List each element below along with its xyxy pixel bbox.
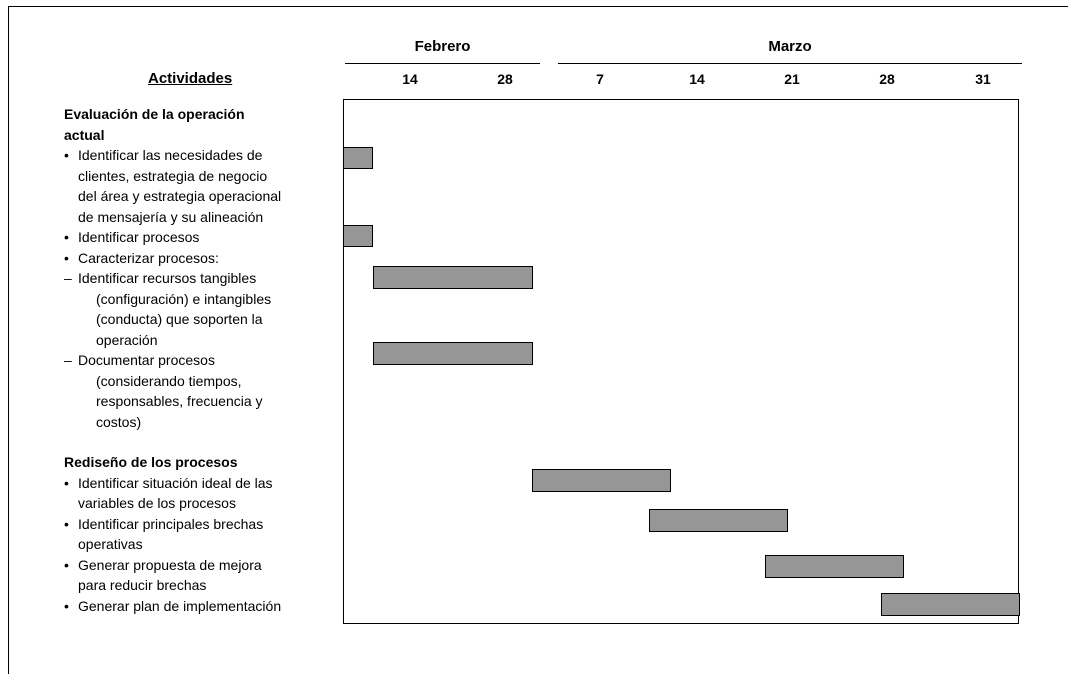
tick-label: 14 [689,71,705,87]
gantt-bar [649,509,788,532]
gantt-bar [881,593,1020,616]
activity-subitem: Documentar procesos [64,350,344,371]
gantt-bar [532,469,671,492]
gantt-bar [373,342,533,365]
frame-top-border [8,6,1068,7]
month-underline-marzo [558,63,1022,64]
activity-item: Generar propuesta de mejora [64,555,344,576]
activity-subitem-continuation: costos) [96,413,142,430]
activity-subitem-continuation: operación [96,331,158,348]
activity-subitem-continuation: (conducta) que soporten la [96,311,263,327]
activity-subitem-continuation: (configuración) e intangibles [96,290,272,307]
activity-item: Caracterizar procesos: [64,248,344,269]
activity-item-continuation: del área y estrategia operacional [78,188,282,204]
month-label-febrero: Febrero [414,38,471,55]
activity-subitem-continuation: (considerando tiempos, [96,372,242,389]
gantt-bar [373,266,533,289]
tick-label: 28 [879,71,895,87]
activity-subitem-continuation: responsables, frecuencia y [96,393,263,409]
tick-label: 7 [596,71,604,87]
activity-item-continuation: para reducir brechas [78,577,207,593]
month-underline-febrero [345,63,540,64]
tick-label: 14 [402,71,418,87]
activity-item-continuation: variables de los procesos [78,495,236,511]
section-spacer [64,432,344,452]
activities-header: Actividades [148,70,233,87]
activity-item-continuation: operativas [78,536,143,552]
section-title: actual [64,126,105,143]
tick-label: 31 [975,71,991,87]
gantt-chart-area [343,99,1020,624]
activity-item: Generar plan de implementación [64,596,344,617]
section-title: Evaluación de la operación [64,106,245,122]
activity-list: Evaluación de la operación actual Identi… [64,104,344,616]
activity-item-continuation: de mensajería y su alineación [78,208,264,225]
gantt-bar [343,225,373,247]
activity-item: Identificar las necesidades de [64,145,344,166]
gantt-bar [765,555,904,578]
gantt-bar [343,147,373,169]
frame-left-border [8,6,9,674]
tick-label: 28 [497,71,513,87]
tick-label: 21 [784,71,800,87]
activity-subitem: Identificar recursos tangibles [64,268,344,289]
section-title: Rediseño de los procesos [64,454,238,470]
activity-item: Identificar principales brechas [64,514,344,535]
month-label-marzo: Marzo [768,38,812,55]
activity-item: Identificar situación ideal de las [64,473,344,494]
activity-item-continuation: clientes, estrategia de negocio [78,167,268,184]
activity-item: Identificar procesos [64,227,344,248]
